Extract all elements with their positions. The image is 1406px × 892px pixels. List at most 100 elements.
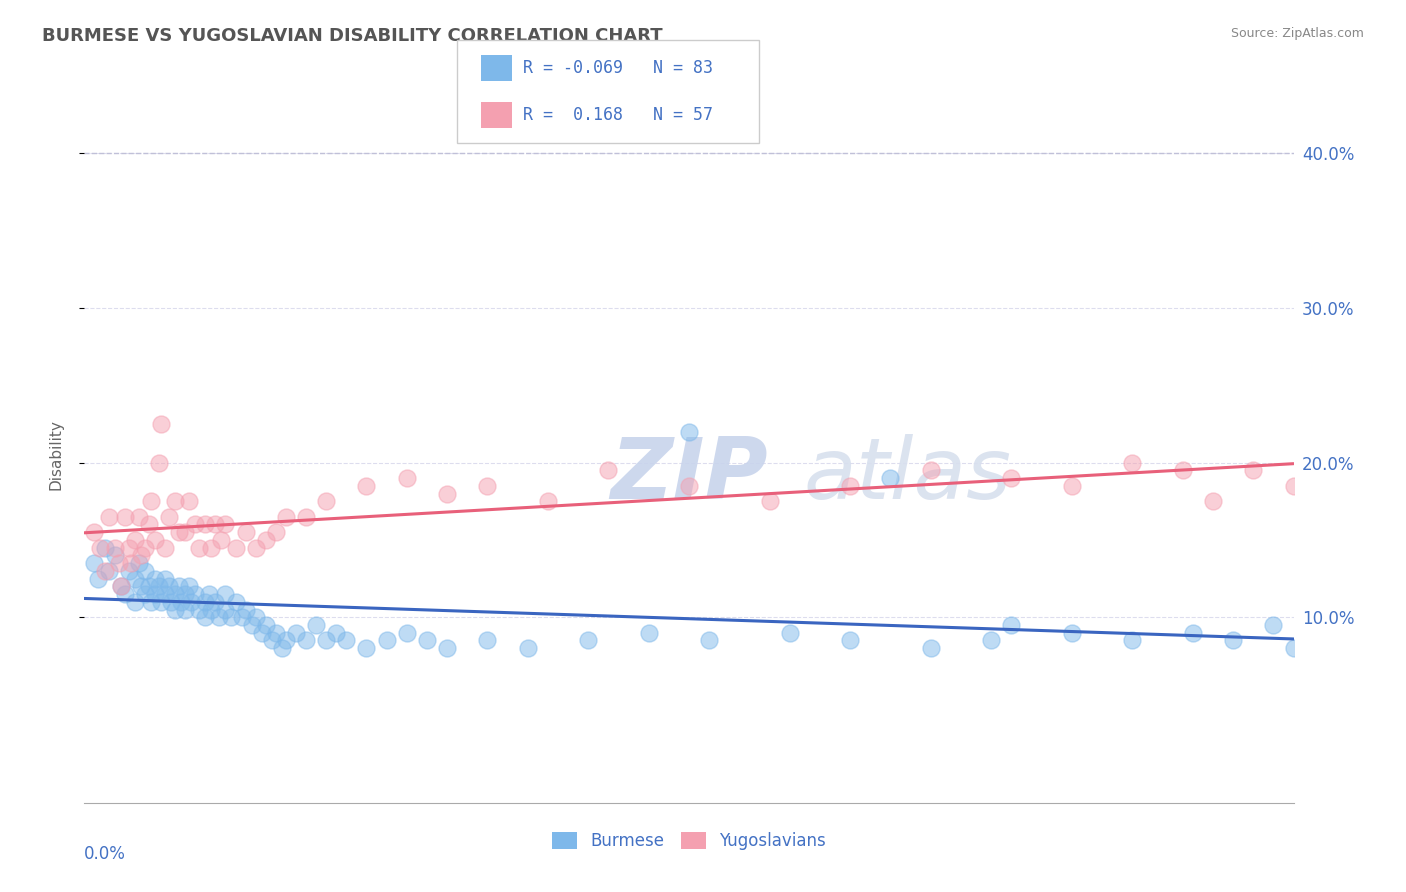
Point (194, 595, 217, 609)
Point (114, 587, 136, 601)
Point (920, 463, 942, 477)
Point (235, 602, 257, 616)
Point (124, 533, 146, 547)
Point (83, 525, 105, 540)
Point (295, 509, 318, 524)
Point (198, 587, 221, 601)
Point (779, 625, 801, 640)
Point (149, 417, 172, 431)
Point (315, 494, 337, 508)
Point (134, 587, 156, 601)
Point (1171, 463, 1194, 477)
Point (214, 587, 236, 601)
Point (315, 633, 337, 648)
Text: atlas: atlas (804, 434, 1012, 517)
Point (97, 509, 120, 524)
Text: Source: ZipAtlas.com: Source: ZipAtlas.com (1230, 27, 1364, 40)
Point (165, 587, 187, 601)
Point (477, 633, 499, 648)
Point (1202, 494, 1225, 508)
Point (254, 533, 277, 547)
Point (143, 572, 166, 586)
Point (148, 579, 170, 593)
Point (250, 625, 273, 640)
Point (93, 564, 115, 578)
Point (1000, 471, 1022, 485)
Point (83, 556, 105, 570)
Point (1222, 633, 1244, 648)
Text: 0.0%: 0.0% (84, 845, 127, 863)
Point (839, 633, 862, 648)
Point (225, 541, 247, 555)
Point (208, 610, 231, 624)
Point (395, 625, 418, 640)
Text: R =  0.168   N = 57: R = 0.168 N = 57 (523, 106, 713, 124)
Point (1060, 479, 1083, 493)
Point (264, 525, 287, 540)
Point (110, 579, 132, 593)
Point (129, 579, 152, 593)
Point (436, 486, 458, 500)
Point (295, 633, 318, 648)
Point (1282, 641, 1305, 656)
Point (97, 564, 120, 578)
Point (395, 471, 418, 485)
Point (157, 579, 180, 593)
Point (89, 541, 111, 555)
Point (200, 541, 222, 555)
Point (194, 610, 217, 624)
Point (270, 641, 292, 656)
Point (200, 602, 222, 616)
Point (128, 509, 150, 524)
Point (118, 564, 141, 578)
Point (225, 595, 247, 609)
Point (204, 595, 226, 609)
Point (598, 463, 620, 477)
Point (139, 494, 162, 508)
Point (325, 625, 347, 640)
Point (231, 610, 253, 624)
Point (305, 618, 328, 632)
Point (110, 579, 132, 593)
Point (204, 517, 226, 532)
Point (537, 494, 560, 508)
Point (188, 541, 211, 555)
Point (160, 595, 183, 609)
Point (1121, 456, 1143, 470)
Point (240, 618, 263, 632)
Point (118, 541, 141, 555)
Point (128, 556, 150, 570)
Point (436, 641, 458, 656)
Point (165, 602, 187, 616)
Point (153, 541, 176, 555)
Point (138, 579, 160, 593)
Point (1181, 625, 1204, 640)
Point (167, 525, 190, 540)
Point (221, 610, 243, 624)
Point (214, 517, 236, 532)
Point (920, 641, 942, 656)
Point (107, 556, 129, 570)
Point (153, 572, 176, 586)
Point (170, 595, 193, 609)
Point (356, 641, 378, 656)
Point (179, 494, 201, 508)
Point (138, 517, 160, 532)
Point (104, 541, 127, 555)
Point (188, 602, 211, 616)
Point (980, 633, 1002, 648)
Point (104, 549, 127, 563)
Point (839, 479, 862, 493)
Point (180, 595, 202, 609)
Point (149, 595, 172, 609)
Point (264, 625, 287, 640)
Point (516, 641, 538, 656)
Point (87, 572, 110, 586)
Point (124, 572, 146, 586)
Point (375, 633, 398, 648)
Point (194, 517, 217, 532)
Point (697, 633, 720, 648)
Point (139, 595, 162, 609)
Point (1241, 463, 1264, 477)
Point (1282, 479, 1305, 493)
